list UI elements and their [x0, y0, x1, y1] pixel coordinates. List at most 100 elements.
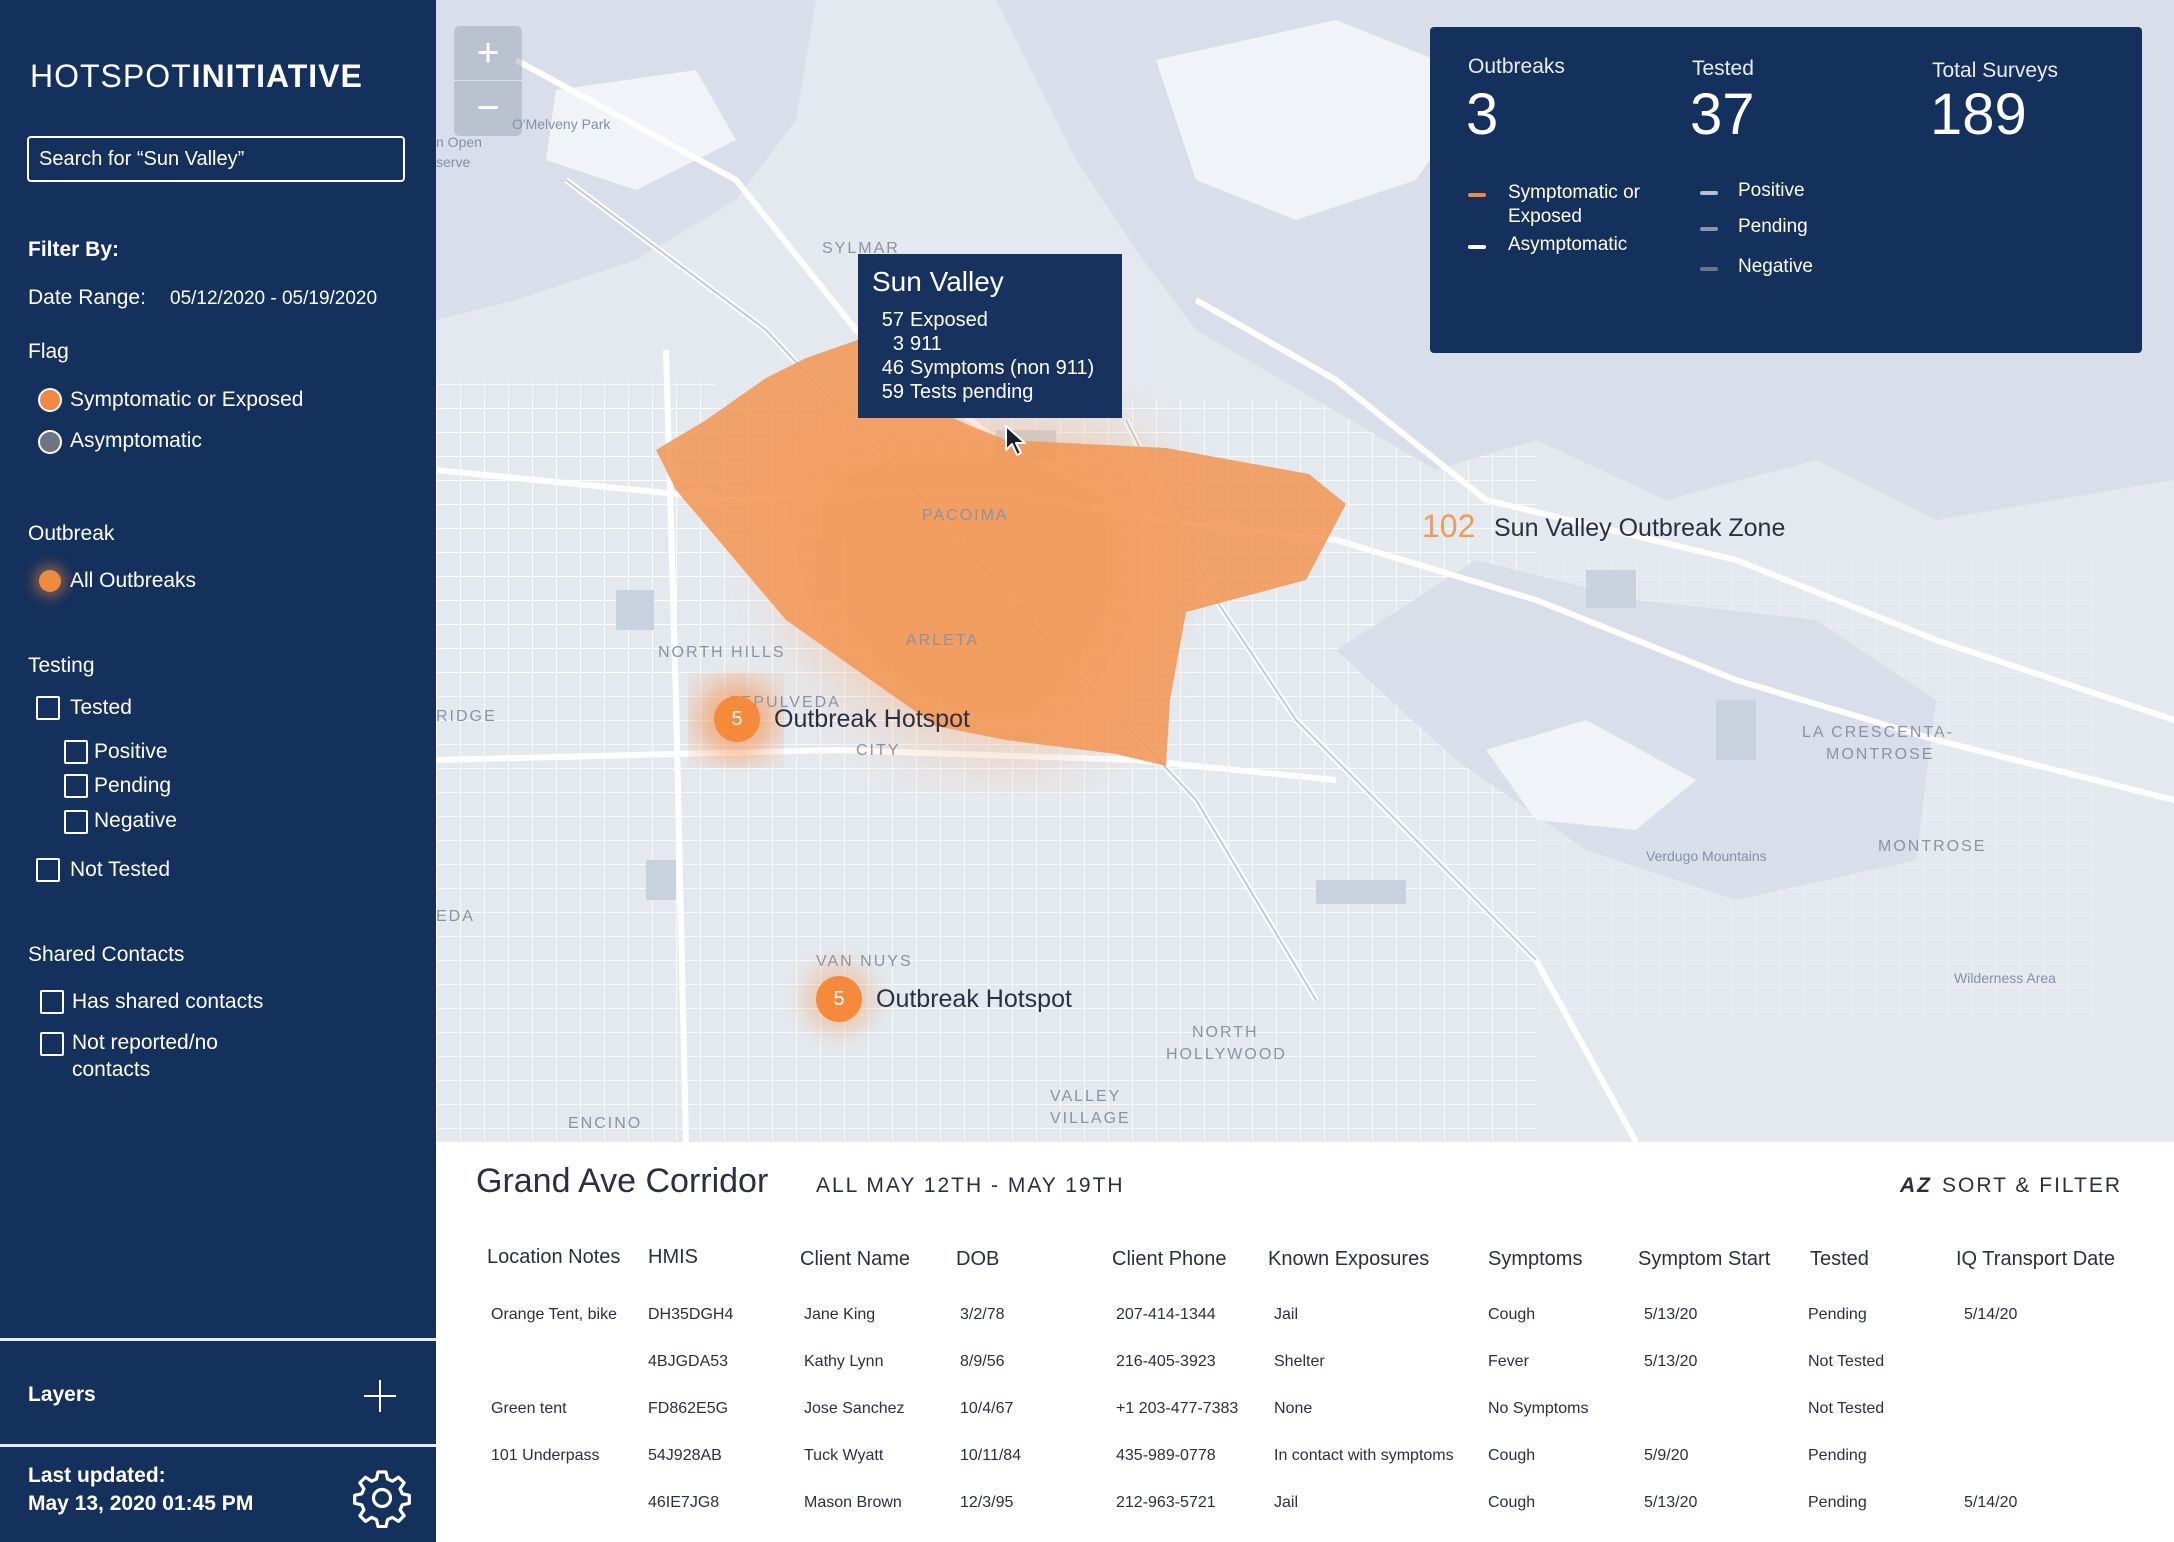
- negative-label[interactable]: Negative: [94, 809, 177, 832]
- place-label: serve: [436, 154, 471, 170]
- cell-hmis: 54J928AB: [648, 1447, 722, 1464]
- total-surveys-value: 189: [1930, 82, 2027, 147]
- search-input[interactable]: [27, 136, 405, 182]
- cell-client-phone: 212-963-5721: [1116, 1494, 1216, 1511]
- hotspot-marker[interactable]: 5: [714, 696, 760, 742]
- zone-count: 102: [1422, 508, 1476, 544]
- flag-symptomatic-label[interactable]: Symptomatic or Exposed: [70, 388, 304, 411]
- cell-dob: 3/2/78: [960, 1306, 1005, 1323]
- cell-client-phone: +1 203-477-7383: [1116, 1400, 1239, 1417]
- column-header[interactable]: HMIS: [648, 1246, 698, 1268]
- layers-label[interactable]: Layers: [28, 1383, 96, 1406]
- tested-checkbox[interactable]: [36, 696, 60, 720]
- sort-filter-button[interactable]: AZ SORT & FILTER: [1900, 1174, 2122, 1198]
- add-layer-plus-icon[interactable]: [364, 1380, 396, 1412]
- tooltip-count: 57: [881, 309, 904, 331]
- last-updated-value: May 13, 2020 01:45 PM: [28, 1492, 254, 1515]
- column-header[interactable]: Symptom Start: [1638, 1248, 1771, 1270]
- tooltip-title: Sun Valley: [872, 266, 1004, 297]
- legend-swatch-positive: [1700, 191, 1718, 195]
- tested-label[interactable]: Tested: [70, 696, 132, 719]
- az-sort-icon: AZ: [1900, 1174, 1932, 1197]
- stats-summary-card: Outbreaks 3 Tested 37 Total Surveys 189 …: [1430, 27, 2142, 353]
- not-reported-label-cont[interactable]: contacts: [72, 1058, 151, 1081]
- place-label: ARLETA: [906, 632, 980, 649]
- outbreak-all-radio[interactable]: [39, 570, 61, 592]
- cell-tested: Pending: [1808, 1306, 1867, 1323]
- cell-symptom-start: 5/13/20: [1644, 1353, 1698, 1370]
- outbreak-zone-polygon: [656, 330, 1346, 766]
- cell-known-exposures: In contact with symptoms: [1274, 1447, 1454, 1464]
- pending-label[interactable]: Pending: [94, 774, 172, 797]
- cell-dob: 12/3/95: [960, 1494, 1014, 1511]
- cell-client-name: Jane King: [804, 1306, 876, 1323]
- place-label: MONTROSE: [1826, 746, 1935, 763]
- cell-symptoms: Cough: [1488, 1447, 1536, 1464]
- settings-gear-icon[interactable]: [352, 1468, 412, 1528]
- not-reported-label[interactable]: Not reported/no: [72, 1031, 218, 1054]
- legend-pending: Pending: [1738, 216, 1808, 237]
- cell-symptom-start: 5/13/20: [1644, 1494, 1698, 1511]
- flag-symptomatic-radio[interactable]: [38, 388, 62, 412]
- outbreaks-label: Outbreaks: [1468, 55, 1565, 78]
- place-label: LA CRESCENTA-: [1802, 724, 1954, 741]
- positive-label[interactable]: Positive: [94, 740, 168, 763]
- positive-checkbox[interactable]: [64, 740, 88, 764]
- tooltip-text: Exposed: [910, 309, 988, 331]
- tooltip-row: 46 Symptoms (non 911): [872, 356, 1108, 380]
- column-header[interactable]: Client Phone: [1112, 1248, 1227, 1270]
- cell-client-phone: 207-414-1344: [1116, 1306, 1216, 1323]
- flag-asymptomatic-radio[interactable]: [38, 430, 62, 454]
- cell-location-notes: Orange Tent, bike: [491, 1306, 618, 1323]
- column-header[interactable]: Client Name: [800, 1248, 911, 1270]
- has-shared-contacts-checkbox[interactable]: [40, 990, 64, 1014]
- outbreak-all-label[interactable]: All Outbreaks: [70, 569, 197, 592]
- cell-tested: Not Tested: [1808, 1400, 1885, 1417]
- cell-client-name: Tuck Wyatt: [804, 1447, 884, 1464]
- map-view[interactable]: + − SYLMAR PACOIMA ARLETA NORTH HILLS VA…: [436, 0, 2174, 1142]
- pending-checkbox[interactable]: [64, 774, 88, 798]
- cell-hmis: 46IE7JG8: [648, 1494, 720, 1511]
- legend-symptomatic: Symptomatic or Exposed: [1508, 182, 1640, 227]
- cell-symptoms: Cough: [1488, 1306, 1536, 1323]
- place-label: RIDGE: [436, 708, 497, 725]
- column-header[interactable]: IQ Transport Date: [1956, 1248, 2115, 1270]
- date-range-label: Date Range:: [28, 286, 146, 309]
- zoom-controls: + −: [454, 26, 522, 136]
- brand-name-bold: INITIATIVE: [191, 58, 363, 94]
- not-tested-checkbox[interactable]: [36, 858, 60, 882]
- cell-known-exposures: Jail: [1274, 1306, 1299, 1323]
- tooltip-row: 3 911: [872, 332, 1108, 356]
- place-label: ENCINO: [568, 1115, 643, 1132]
- cell-symptom-start: 5/13/20: [1644, 1306, 1698, 1323]
- not-tested-label[interactable]: Not Tested: [70, 858, 171, 881]
- tested-value: 37: [1690, 82, 1755, 147]
- cell-symptoms: No Symptoms: [1488, 1400, 1589, 1417]
- place-label: MONTROSE: [1878, 838, 1987, 855]
- cell-known-exposures: Jail: [1274, 1494, 1299, 1511]
- legend-swatch-pending: [1700, 227, 1718, 231]
- column-header[interactable]: Tested: [1810, 1248, 1869, 1270]
- place-label: VAN NUYS: [816, 953, 913, 970]
- cell-location-notes: Green tent: [491, 1400, 567, 1417]
- column-header[interactable]: DOB: [956, 1248, 1000, 1270]
- panel-date-range: ALL MAY 12TH - MAY 19TH: [816, 1174, 1125, 1197]
- cell-hmis: FD862E5G: [648, 1400, 729, 1417]
- place-label: Wilderness Area: [1954, 970, 2056, 986]
- zoom-in-button[interactable]: +: [476, 31, 500, 75]
- zoom-out-button[interactable]: −: [454, 80, 522, 134]
- legend-swatch-asymptomatic: [1468, 245, 1486, 249]
- place-label: PACOIMA: [922, 507, 1009, 524]
- date-range-value[interactable]: 05/12/2020 - 05/19/2020: [170, 288, 378, 309]
- negative-checkbox[interactable]: [64, 810, 88, 834]
- legend-negative: Negative: [1738, 256, 1813, 277]
- cell-client-name: Mason Brown: [804, 1494, 902, 1511]
- column-header[interactable]: Location Notes: [487, 1246, 621, 1268]
- flag-asymptomatic-label[interactable]: Asymptomatic: [70, 429, 202, 452]
- has-shared-contacts-label[interactable]: Has shared contacts: [72, 990, 264, 1013]
- hotspot-marker[interactable]: 5: [816, 976, 862, 1022]
- not-reported-checkbox[interactable]: [40, 1032, 64, 1056]
- column-header[interactable]: Known Exposures: [1268, 1248, 1430, 1270]
- cell-iq-transport-date: 5/14/20: [1964, 1306, 2018, 1323]
- column-header[interactable]: Symptoms: [1488, 1248, 1583, 1270]
